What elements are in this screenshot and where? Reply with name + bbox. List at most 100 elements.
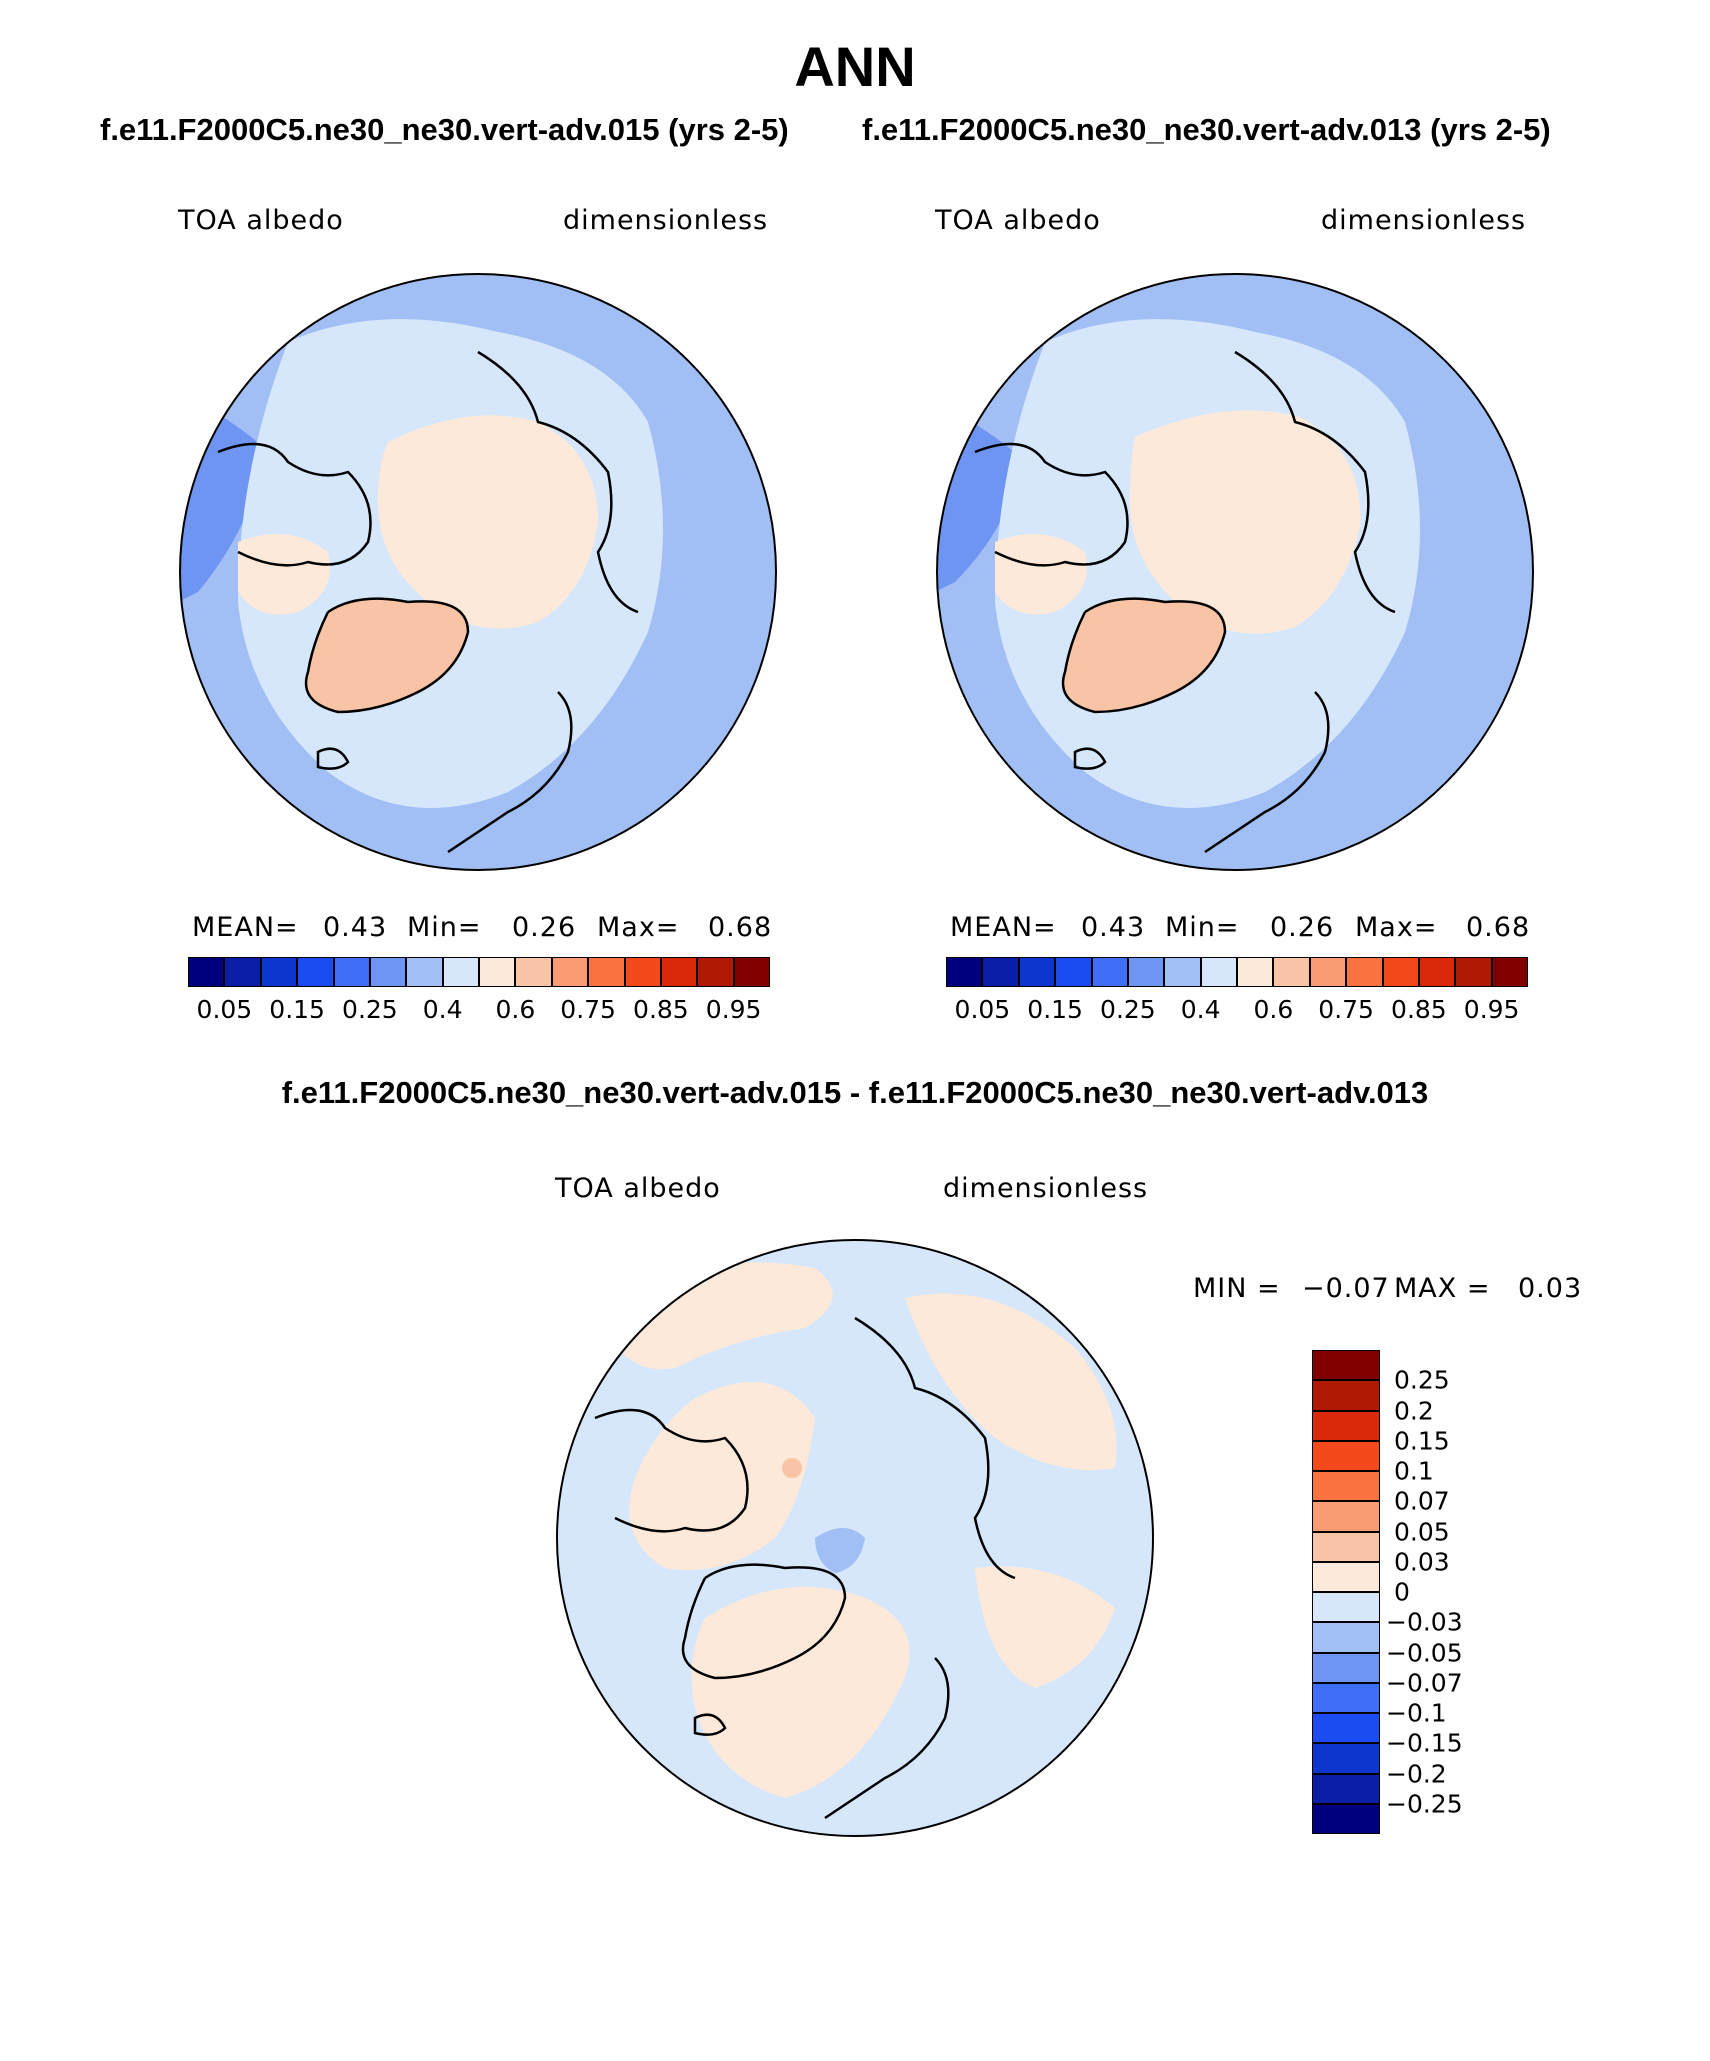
colorbar-diff-swatch — [1312, 1410, 1380, 1441]
left-mean-label: MEAN= — [192, 912, 299, 943]
colorbar-right-tick-label: 0.15 — [1027, 995, 1083, 1024]
colorbar-right-swatch — [1418, 957, 1456, 987]
colorbar-left-swatch — [442, 957, 479, 987]
left-min-label: Min= — [407, 912, 482, 943]
diff-title: f.e11.F2000C5.ne30_ne30.vert-adv.015 - f… — [281, 1075, 1429, 1110]
map-right-border — [936, 273, 1534, 871]
map-left-canada-region — [238, 534, 330, 615]
colorbar-diff-tick-label: 0 — [1394, 1577, 1410, 1607]
colorbar-diff-tick-label: −0.05 — [1386, 1638, 1463, 1667]
colorbar-diff-tick-label: −0.15 — [1386, 1728, 1463, 1758]
left-min-value: 0.26 — [512, 912, 577, 943]
colorbar-left-swatch — [224, 957, 261, 987]
colorbar-left-swatch — [479, 957, 516, 987]
colorbar-right-tick-label: 0.05 — [954, 995, 1011, 1024]
case-title-right: f.e11.F2000C5.ne30_ne30.vert-adv.013 (yr… — [862, 112, 1551, 147]
colorbar-diff-swatch — [1312, 1682, 1380, 1713]
diff-units-label: dimensionless — [943, 1173, 1149, 1204]
colorbar-right-tick-label: 0.75 — [1318, 995, 1374, 1024]
colorbar-right-swatch — [1455, 957, 1492, 987]
colorbar-diff-swatch — [1312, 1743, 1380, 1774]
diff-variable-label: TOA albedo — [555, 1173, 721, 1204]
colorbar-left-swatch — [588, 957, 625, 987]
right-max-label: Max= — [1355, 912, 1438, 943]
colorbar-left-tick-label: 0.15 — [269, 995, 325, 1024]
colorbar-diff-tick-label: 0.05 — [1394, 1517, 1450, 1546]
right-mean-label: MEAN= — [950, 912, 1057, 943]
colorbar-left-labels: 0.05 0.15 0.25 0.4 0.6 0.75 0.85 0.95 — [188, 995, 770, 1029]
colorbar-right-swatch — [1164, 957, 1201, 987]
colorbar-diff-tick-label: 0.03 — [1394, 1547, 1450, 1577]
colorbar-left-swatch — [733, 957, 770, 987]
left-max-value: 0.68 — [708, 912, 773, 943]
left-units-label: dimensionless — [563, 205, 769, 236]
colorbar-left-tick-label: 0.25 — [342, 995, 398, 1024]
right-units-label: dimensionless — [1321, 205, 1527, 236]
colorbar-right-tick-label: 0.6 — [1253, 995, 1294, 1024]
map-left-greenland — [306, 598, 468, 712]
colorbar-diff-labels: 0.25 0.2 0.15 0.1 0.07 0.05 0.03 0 −0.03 −0.05 −0.… — [1386, 1350, 1526, 1834]
map-diff-blue-spot — [815, 1528, 865, 1573]
colorbar-right-swatch — [1273, 957, 1310, 987]
left-mean-value: 0.43 — [323, 912, 388, 943]
colorbar-right-swatch — [982, 957, 1019, 987]
colorbar-left-swatch — [297, 957, 334, 987]
colorbar-right-labels: 0.05 0.15 0.25 0.4 0.6 0.75 0.85 0.95 — [946, 995, 1528, 1029]
colorbar-diff-tick-label: 0.15 — [1394, 1426, 1450, 1456]
colorbar-left-tick-label: 0.75 — [560, 995, 616, 1024]
colorbar-diff-tick-label: 0.2 — [1394, 1396, 1434, 1425]
main-title: ANN — [794, 35, 916, 98]
colorbar-right-swatch — [1055, 957, 1092, 987]
colorbar-left-swatch — [697, 957, 734, 987]
colorbar-left-swatch — [624, 957, 661, 987]
map-right-greenland — [1063, 598, 1225, 712]
colorbar-right-swatch — [1127, 957, 1165, 987]
colorbar-diff-swatch — [1312, 1622, 1380, 1653]
left-variable-label: TOA albedo — [178, 205, 344, 236]
colorbar-diff-swatch — [1312, 1380, 1380, 1411]
right-max-value: 0.68 — [1466, 912, 1531, 943]
map-diff-coastlines — [594, 1316, 1016, 1820]
colorbar-left-swatch — [188, 957, 225, 987]
colorbar-diff-tick-label: −0.03 — [1386, 1607, 1463, 1637]
map-right-coastlines — [974, 350, 1396, 854]
colorbar-right-tick-label: 0.85 — [1391, 995, 1447, 1024]
diff-max-value: 0.03 — [1518, 1273, 1583, 1304]
colorbar-right-swatch — [1018, 957, 1056, 987]
colorbar-right-swatch — [1309, 957, 1347, 987]
right-min-value: 0.26 — [1270, 912, 1335, 943]
colorbar-left-tick-label: 0.85 — [633, 995, 689, 1024]
right-mean-value: 0.43 — [1081, 912, 1146, 943]
colorbar-left-swatch — [369, 957, 407, 987]
colorbar-left-swatch — [333, 957, 370, 987]
colorbar-right-swatch — [1382, 957, 1419, 987]
map-diff — [556, 1239, 1154, 1837]
colorbar-right-swatch — [1491, 957, 1528, 987]
colorbar-left-swatch — [660, 957, 698, 987]
colorbar-diff-tick-label: −0.25 — [1386, 1789, 1463, 1819]
colorbar-diff-swatch — [1312, 1440, 1380, 1471]
colorbar-diff-tick-label: −0.07 — [1386, 1668, 1463, 1698]
colorbar-diff-tick-label: 0.07 — [1394, 1486, 1450, 1516]
colorbar-diff-tick-label: −0.1 — [1386, 1698, 1447, 1728]
map-diff-border — [556, 1239, 1154, 1837]
map-left-coastlines — [217, 350, 639, 854]
colorbar-diff-swatch — [1312, 1652, 1380, 1683]
map-left — [179, 273, 777, 871]
left-max-label: Max= — [597, 912, 680, 943]
colorbar-left-tick-label: 0.05 — [196, 995, 253, 1024]
colorbar-diff-tick-label: −0.2 — [1386, 1759, 1447, 1788]
map-diff-peach-east — [905, 1293, 1117, 1470]
colorbar-diff-swatch — [1312, 1531, 1380, 1562]
colorbar-diff-swatch — [1312, 1501, 1380, 1532]
colorbar-diff-swatch — [1312, 1471, 1380, 1502]
colorbar-diff-swatch — [1312, 1773, 1380, 1804]
colorbar-diff-tick-label: 0.25 — [1394, 1365, 1450, 1395]
map-left-arctic-region — [378, 415, 598, 629]
colorbar-left-swatch — [260, 957, 298, 987]
map-right — [936, 273, 1534, 871]
colorbar-diff-swatch — [1312, 1561, 1380, 1592]
map-left-border — [179, 273, 777, 871]
colorbar-right-tick-label: 0.95 — [1463, 995, 1520, 1024]
diff-min-label: MIN = — [1193, 1273, 1281, 1304]
